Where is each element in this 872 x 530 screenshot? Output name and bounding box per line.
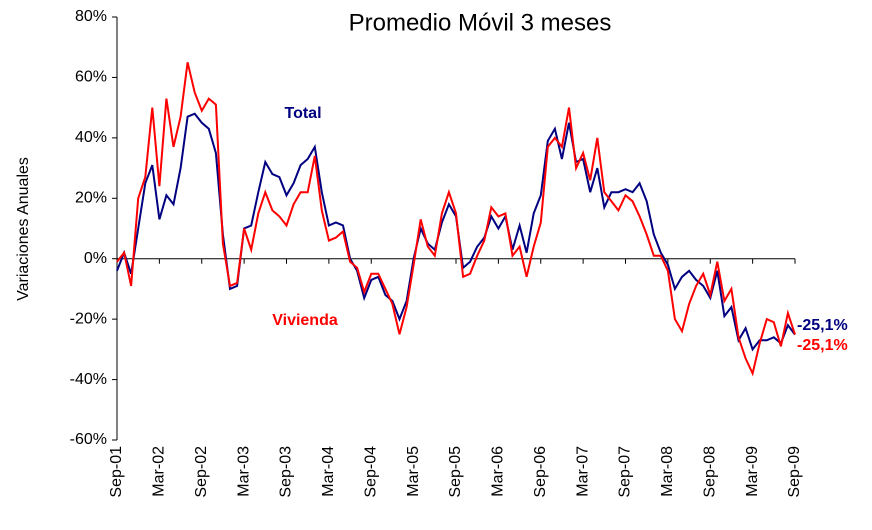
x-tick-label: Mar-08 bbox=[659, 446, 676, 497]
y-tick-label: 40% bbox=[75, 129, 107, 146]
y-tick-label: -60% bbox=[70, 431, 107, 448]
x-tick-label: Mar-05 bbox=[405, 446, 422, 497]
y-tick-label: -40% bbox=[70, 371, 107, 388]
y-tick-label: 80% bbox=[75, 8, 107, 25]
x-tick-label: Mar-02 bbox=[151, 446, 168, 497]
y-axis-label: Variaciones Anuales bbox=[15, 157, 32, 301]
series-label: Vivienda bbox=[272, 312, 338, 329]
chart-title: Promedio Móvil 3 meses bbox=[349, 9, 612, 36]
data-label: -25,1% bbox=[797, 337, 848, 354]
x-tick-label: Sep-06 bbox=[532, 446, 549, 498]
x-tick-label: Sep-07 bbox=[617, 446, 634, 498]
x-tick-label: Mar-03 bbox=[235, 446, 252, 497]
y-tick-label: 60% bbox=[75, 69, 107, 86]
x-tick-label: Sep-04 bbox=[362, 446, 379, 498]
x-tick-label: Sep-05 bbox=[447, 446, 464, 498]
x-tick-label: Mar-06 bbox=[490, 446, 507, 497]
data-label: -25,1% bbox=[797, 317, 848, 334]
y-tick-label: -20% bbox=[70, 310, 107, 327]
x-tick-label: Mar-07 bbox=[574, 446, 591, 497]
series-line bbox=[116, 62, 796, 377]
x-tick-label: Mar-09 bbox=[744, 446, 761, 497]
y-tick-label: 20% bbox=[75, 190, 107, 207]
x-tick-label: Sep-08 bbox=[701, 446, 718, 498]
x-tick-label: Sep-01 bbox=[108, 446, 125, 498]
y-tick-label: 0% bbox=[84, 250, 107, 267]
x-tick-label: Mar-04 bbox=[320, 446, 337, 497]
x-tick-label: Sep-02 bbox=[193, 446, 210, 498]
x-tick-label: Sep-09 bbox=[786, 446, 803, 498]
x-tick-label: Sep-03 bbox=[278, 446, 295, 498]
series-label: Total bbox=[284, 105, 321, 122]
